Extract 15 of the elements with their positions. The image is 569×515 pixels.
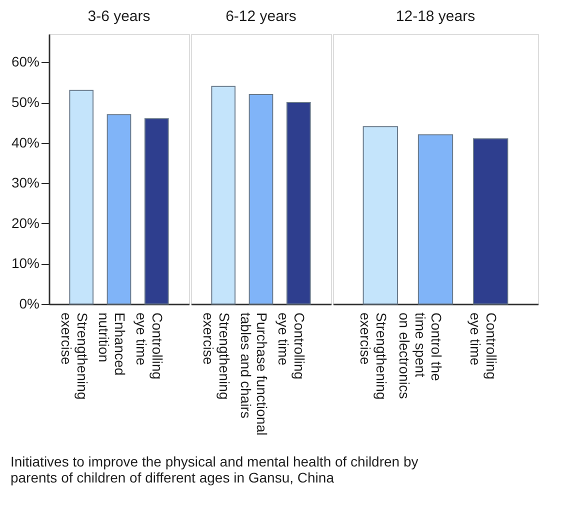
- y-tick-label: 40%: [11, 134, 40, 150]
- x-tick-label: Strengthening exercise: [58, 312, 90, 400]
- x-tick-label: Controlling eye time: [468, 312, 500, 380]
- y-tick-label: 50%: [11, 94, 40, 110]
- y-tick-label: 30%: [11, 174, 40, 191]
- x-tick-label: Strengthening exercise: [357, 312, 390, 400]
- chart-title: 3-6 years: [88, 8, 150, 25]
- chart-title: 12-18 years: [396, 8, 476, 25]
- chart-title: 6-12 years: [226, 8, 296, 25]
- y-tick-label: 20%: [11, 214, 40, 231]
- y-tick-label: 10%: [11, 255, 40, 272]
- x-tick-label: Strengthening exercise: [200, 312, 232, 400]
- text: Initiatives to improve the physical and mental health of children by parents of children of different ages in Gansu, China: [10, 453, 418, 486]
- y-tick-label: 0%: [19, 296, 40, 312]
- y-tick-label: 60%: [11, 54, 40, 70]
